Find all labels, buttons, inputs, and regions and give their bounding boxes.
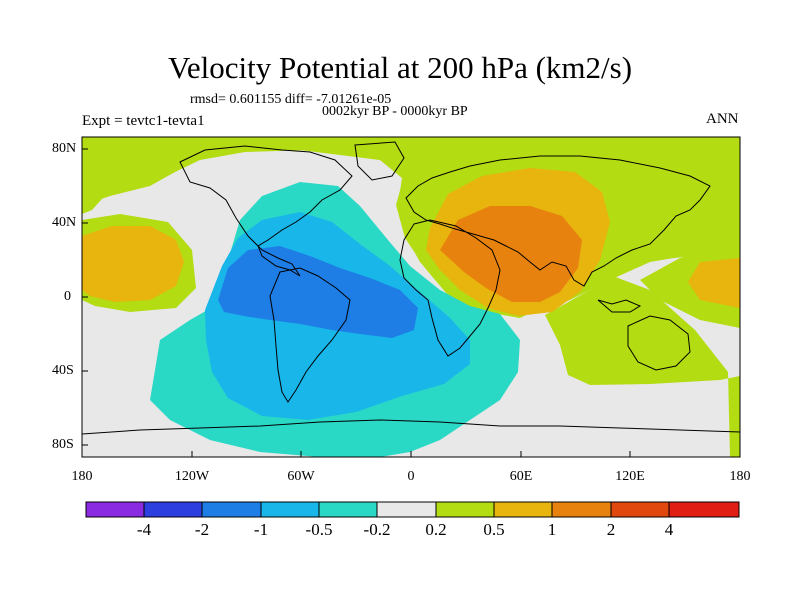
y-tick-label: 40N — [52, 215, 77, 230]
axis-ticks — [81, 148, 741, 457]
experiment-label: Expt = tevtc1-tevta1 — [82, 113, 205, 129]
contour-1-asia — [440, 206, 582, 302]
colorbar-bin — [552, 502, 611, 517]
period-subtitle: 0002kyr BP - 0000kyr BP — [322, 104, 468, 119]
x-tick-label: 60W — [287, 469, 315, 484]
y-tick-label: 80N — [52, 141, 77, 156]
coast-europe — [405, 155, 711, 287]
colorbar-label: -2 — [194, 520, 210, 539]
coast-south-america — [269, 267, 351, 403]
colorbar-label: 0.5 — [483, 520, 505, 539]
colorbar-label: 2 — [606, 520, 616, 539]
contour-0.5-pacific-east — [688, 258, 740, 308]
colorbar-bin — [261, 502, 319, 517]
y-tick-label: 0 — [64, 289, 71, 304]
colorbar-label: -1 — [253, 520, 269, 539]
x-tick-label: 120E — [615, 469, 645, 484]
colorbar-label: -0.2 — [363, 520, 391, 539]
colorbar-label: 4 — [664, 520, 674, 539]
x-tick-label: 180 — [729, 469, 751, 484]
coast-australia — [627, 315, 691, 371]
stats-subtitle: rmsd= 0.601155 diff= -7.01261e-05 — [190, 92, 392, 107]
colorbar-bin — [611, 502, 669, 517]
colorbar-bin — [377, 502, 436, 517]
y-tick-label: 40S — [52, 363, 74, 378]
coast-africa — [399, 219, 501, 357]
colorbar-bin — [202, 502, 261, 517]
colorbar-label: -4 — [136, 520, 152, 539]
colorbar-bin — [86, 502, 144, 517]
colorbar-bin — [319, 502, 377, 517]
contour-0.5-pacific-west — [82, 226, 184, 302]
colorbar-bin — [436, 502, 494, 517]
colorbar-bin — [669, 502, 739, 517]
x-tick-label: 120W — [174, 469, 210, 484]
colorbar-label: 0.2 — [425, 520, 447, 539]
contour-negative-1 — [218, 246, 418, 338]
coast-north-america — [179, 145, 353, 277]
x-tick-label: 0 — [407, 469, 415, 484]
coast-antarctica — [82, 419, 740, 435]
plot-title: Velocity Potential at 200 hPa (km2/s) — [167, 50, 633, 85]
coast-greenland — [354, 141, 405, 181]
colorbar-label: -0.5 — [305, 520, 333, 539]
colorbar-bin — [144, 502, 202, 517]
season-label: ANN — [706, 111, 739, 127]
colorbar-label: 1 — [547, 520, 557, 539]
y-tick-label: 80S — [52, 437, 74, 452]
colorbar — [85, 501, 740, 518]
contour-fill — [82, 137, 740, 457]
x-tick-label: 180 — [71, 469, 93, 484]
x-tick-label: 60E — [509, 469, 533, 484]
coastlines — [82, 141, 740, 435]
colorbar-bin — [494, 502, 552, 517]
coast-indonesia — [597, 299, 642, 313]
